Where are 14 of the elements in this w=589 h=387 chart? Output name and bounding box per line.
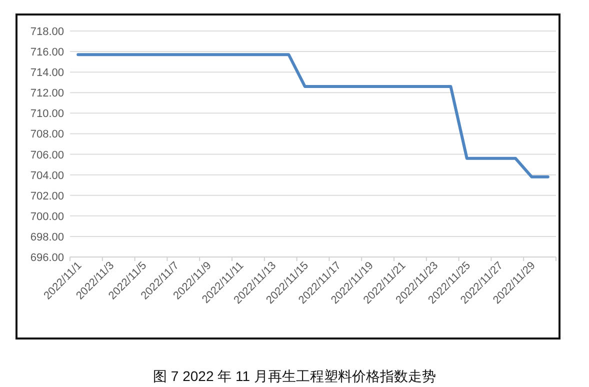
y-tick-label: 716.00 (30, 46, 64, 59)
y-tick-label: 698.00 (30, 231, 64, 244)
y-tick-label: 710.00 (30, 108, 64, 120)
y-tick-label: 700.00 (30, 210, 64, 223)
y-tick-label: 708.00 (30, 128, 64, 141)
caption: 图 7 2022 年 11 月再生工程塑料价格指数走势 (153, 368, 436, 384)
y-tick-label: 706.00 (30, 149, 64, 162)
y-tick-label: 714.00 (30, 67, 64, 80)
y-tick-label: 704.00 (30, 170, 64, 182)
y-tick-label: 696.00 (30, 252, 64, 264)
y-tick-label: 702.00 (30, 190, 64, 202)
line-series (76, 53, 550, 178)
y-tick-label: 712.00 (30, 88, 64, 100)
y-tick-label: 718.00 (30, 26, 64, 38)
